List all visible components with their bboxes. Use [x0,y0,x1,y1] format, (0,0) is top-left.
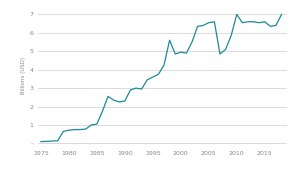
Y-axis label: Billions (USD): Billions (USD) [21,57,26,94]
